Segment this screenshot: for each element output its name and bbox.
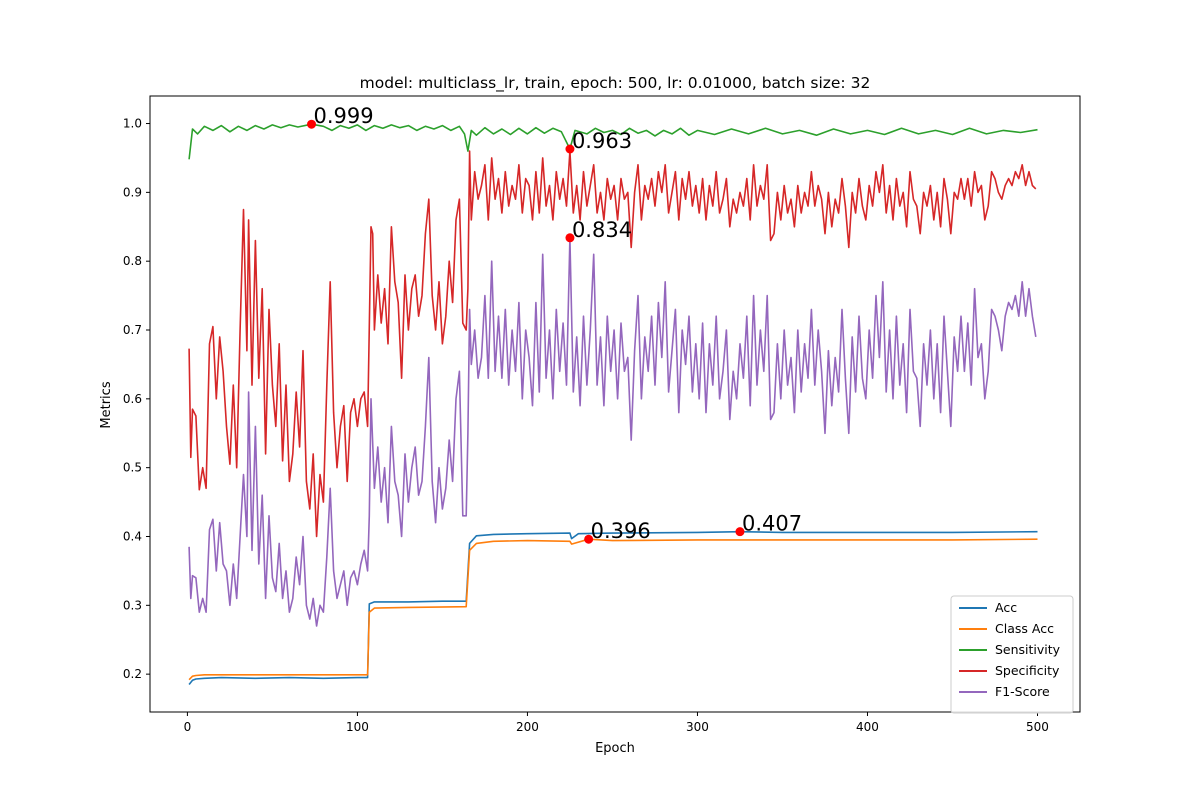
x-tick-label-3: 300: [686, 720, 709, 734]
annotation-label-2: 0.834: [572, 218, 632, 242]
series-line-1: [188, 538, 1038, 681]
annotation-label-1: 0.963: [572, 129, 632, 153]
annotation-marker-1: [565, 144, 575, 154]
y-tick-label-4: 0.6: [123, 392, 142, 406]
legend-label-0: Acc: [995, 600, 1017, 615]
y-axis-ticks: 0.2 0.3 0.4 0.5 0.6 0.7 0.8 0.9 1.0: [123, 117, 150, 681]
y-tick-label-6: 0.8: [123, 254, 142, 268]
chart-title: model: multiclass_lr, train, epoch: 500,…: [360, 74, 871, 93]
legend-label-4: F1-Score: [995, 684, 1050, 699]
series-line-4: [188, 237, 1037, 627]
legend-label-1: Class Acc: [995, 621, 1054, 636]
y-tick-label-1: 0.3: [123, 598, 142, 612]
x-tick-label-4: 400: [856, 720, 879, 734]
legend-label-2: Sensitivity: [995, 642, 1061, 657]
x-tick-label-0: 0: [184, 720, 192, 734]
x-tick-label-2: 200: [516, 720, 539, 734]
annotation-marker-2: [565, 233, 575, 243]
y-tick-label-0: 0.2: [123, 667, 142, 681]
annotation-marker-3: [584, 534, 594, 544]
legend: Acc Class Acc Sensitivity Specificity F1-Sco…: [950, 595, 1074, 714]
plot-frame: [149, 95, 1081, 713]
y-tick-label-8: 1.0: [123, 117, 142, 131]
annotation-marker-0: [307, 119, 317, 129]
annotation-layer: 0.999 0.963 0.834 0.396 0.407: [307, 104, 802, 544]
annotation-label-4: 0.407: [742, 512, 802, 536]
x-axis-label: Epoch: [595, 741, 635, 756]
y-tick-label-7: 0.9: [123, 185, 142, 199]
y-tick-label-2: 0.4: [123, 529, 142, 543]
y-tick-label-5: 0.7: [123, 323, 142, 337]
series-line-2: [188, 123, 1038, 160]
annotation-marker-4: [735, 527, 745, 537]
x-axis-ticks: 0 100 200 300 400 500: [184, 712, 1049, 734]
annotation-label-0: 0.999: [314, 104, 374, 128]
series-layer: [188, 123, 1038, 686]
legend-box: [950, 595, 1074, 714]
annotation-label-3: 0.396: [591, 519, 651, 543]
x-tick-label-5: 500: [1026, 720, 1049, 734]
series-line-3: [188, 150, 1037, 538]
legend-label-3: Specificity: [995, 663, 1060, 678]
y-tick-label-3: 0.5: [123, 461, 142, 475]
y-axis-label: Metrics: [99, 381, 114, 428]
x-tick-label-1: 100: [346, 720, 369, 734]
